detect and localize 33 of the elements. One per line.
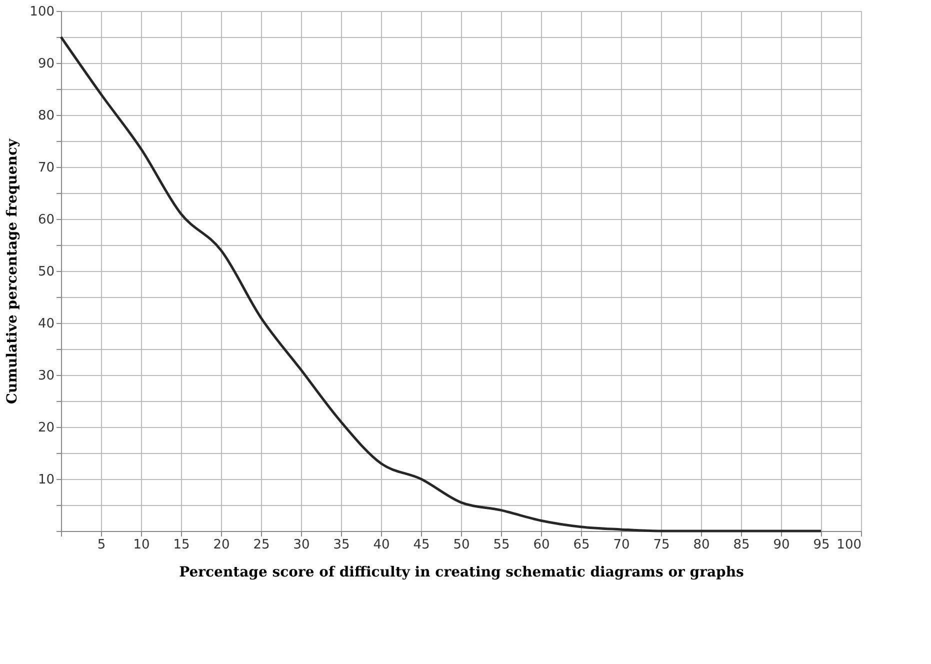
x-tick-label: 50 [453, 538, 470, 552]
x-tick-label: 70 [613, 538, 630, 552]
y-tick-label: 90 [38, 56, 54, 72]
y-tick-label: 40 [38, 316, 54, 332]
x-tick-label: 100 [836, 538, 862, 552]
y-tick-label: 70 [38, 160, 54, 176]
x-tick-label: 95 [813, 538, 830, 552]
x-tick-label: 40 [373, 538, 390, 552]
y-axis-title: Cumulative percentage frequency [4, 138, 21, 404]
y-tick-label: 100 [30, 4, 54, 20]
x-tick-label: 25 [253, 538, 270, 552]
x-tick-label: 75 [653, 538, 670, 552]
x-tick-label: 85 [733, 538, 750, 552]
x-tick-label: 30 [293, 538, 310, 552]
x-tick-label: 20 [213, 538, 230, 552]
y-tick-label: 20 [38, 420, 54, 436]
line-series [60, 36, 822, 532]
y-tick-label: 50 [38, 264, 54, 280]
y-tick-label: 60 [38, 212, 54, 228]
y-tick-label: 10 [38, 472, 54, 488]
x-tick-label: 15 [173, 538, 190, 552]
y-tick-label: 30 [38, 368, 54, 384]
x-tick-label: 45 [413, 538, 430, 552]
x-tick-label: 60 [533, 538, 550, 552]
x-tick-label: 55 [493, 538, 510, 552]
x-axis-title: Percentage score of difficulty in creating schematic diagrams or graphs [179, 564, 744, 580]
x-tick-label: 65 [573, 538, 590, 552]
x-tick-label: 80 [693, 538, 710, 552]
x-tick-label: 90 [773, 538, 790, 552]
x-tick-label: 35 [333, 538, 350, 552]
x-tick-label: 5 [97, 538, 106, 552]
x-tick-label: 10 [133, 538, 150, 552]
y-tick-label: 80 [38, 108, 54, 124]
